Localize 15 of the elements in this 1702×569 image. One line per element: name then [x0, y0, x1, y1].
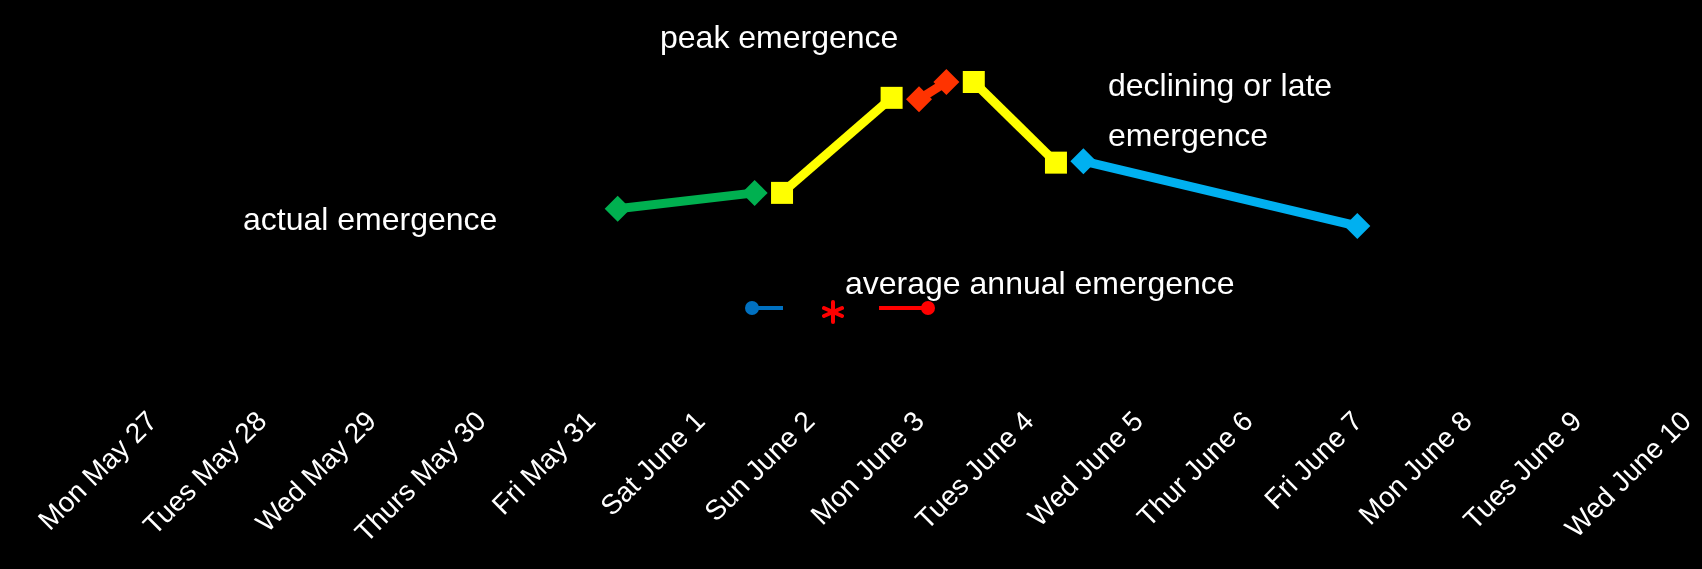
point: [906, 86, 932, 113]
text: average annual emergence: [845, 265, 1235, 301]
point: [1344, 213, 1371, 239]
point: [933, 69, 960, 95]
annotation: declining or late emergence: [1108, 67, 1333, 153]
text: peak emergence: [660, 19, 899, 55]
point: [741, 179, 768, 206]
x-tick-label: Fri May 31: [485, 405, 602, 521]
point: [604, 195, 631, 222]
point: [771, 181, 794, 204]
point: [1044, 151, 1067, 174]
annotation: actual emergence: [243, 201, 498, 237]
point: [962, 71, 985, 93]
point: [880, 86, 903, 109]
point: [1070, 148, 1097, 175]
